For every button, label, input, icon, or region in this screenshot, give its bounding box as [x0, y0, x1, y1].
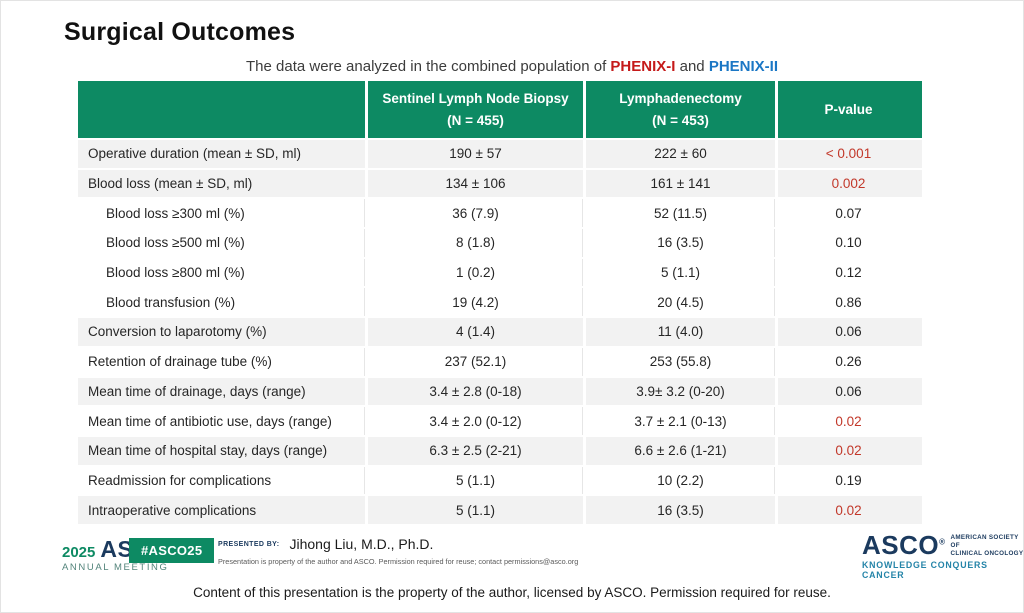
presenter-disclaimer: Presentation is property of the author a… [218, 557, 579, 566]
table-row: Mean time of antibiotic use, days (range… [78, 405, 922, 435]
table-row: Blood loss ≥800 ml (%) 1 (0.2) 5 (1.1) 0.12 [78, 256, 922, 287]
row-label: Blood loss ≥500 ml (%) [106, 235, 245, 251]
row-label: Readmission for complications [88, 472, 272, 488]
slnb-value: 3.4 ± 2.0 (0-12) [365, 407, 583, 435]
lymph-value: 253 (55.8) [583, 347, 775, 376]
p-value: < 0.001 [775, 140, 919, 168]
p-value: 0.10 [775, 229, 919, 257]
p-value: 0.06 [775, 377, 919, 406]
row-label: Blood transfusion (%) [106, 294, 236, 310]
footer: 2025 ASCO’ ANNUAL MEETING #ASCO25 PRESEN… [0, 530, 1024, 613]
table-header-row: Sentinel Lymph Node Biopsy (N = 455) Lym… [78, 81, 922, 138]
bottom-disclaimer: Content of this presentation is the prop… [193, 585, 831, 600]
header-slnb-title: Sentinel Lymph Node Biopsy [382, 91, 569, 107]
p-value: 0.26 [775, 347, 919, 376]
lymph-value: 161 ± 141 [583, 169, 775, 198]
row-label: Blood loss ≥300 ml (%) [106, 205, 245, 221]
slnb-value: 19 (4.2) [365, 288, 583, 317]
p-value: 0.02 [775, 496, 919, 524]
outcomes-table: Sentinel Lymph Node Biopsy (N = 455) Lym… [78, 81, 922, 524]
table-body: Operative duration (mean ± SD, ml) 190 ± … [78, 138, 922, 524]
hashtag-badge: #ASCO25 [129, 538, 215, 563]
subtitle: The data were analyzed in the combined p… [0, 58, 1024, 75]
row-label: Conversion to laparotomy (%) [88, 324, 267, 340]
row-label: Retention of drainage tube (%) [88, 354, 272, 370]
lymph-value: 52 (11.5) [583, 199, 775, 228]
subtitle-prefix: The data were analyzed in the combined p… [246, 58, 611, 75]
p-value: 0.19 [775, 466, 919, 495]
lymph-value: 11 (4.0) [583, 318, 775, 346]
annual-meeting-logo-line2: ANNUAL MEETING [62, 562, 169, 573]
p-value: 0.06 [775, 318, 919, 346]
slnb-value: 190 ± 57 [365, 140, 583, 168]
p-value: 0.002 [775, 169, 919, 198]
slnb-value: 8 (1.8) [365, 229, 583, 257]
table-row: Blood loss ≥300 ml (%) 36 (7.9) 52 (11.5) 0… [78, 197, 922, 228]
row-label: Mean time of antibiotic use, days (range… [88, 413, 332, 429]
asco-society-text: AMERICAN SOCIETY OF CLINICAL ONCOLOGY [950, 534, 1024, 557]
slnb-value: 3.4 ± 2.8 (0-18) [365, 377, 583, 406]
table-row: Operative duration (mean ± SD, ml) 190 ± … [78, 138, 922, 168]
presenter-block: PRESENTED BY: Jihong Liu, M.D., Ph.D. Pr… [218, 536, 578, 566]
p-value: 0.12 [775, 258, 919, 287]
presenter-name: Jihong Liu, M.D., Ph.D. [289, 536, 434, 552]
lymph-value: 10 (2.2) [583, 466, 775, 495]
row-label: Intraoperative complications [88, 502, 257, 518]
header-pvalue-cell: P-value [775, 81, 919, 138]
row-label: Operative duration (mean ± SD, ml) [88, 146, 301, 162]
table-row: Mean time of drainage, days (range) 3.4 ±… [78, 375, 922, 406]
table-row: Blood transfusion (%) 19 (4.2) 20 (4.5) 0.8… [78, 286, 922, 317]
header-slnb-n: (N = 455) [447, 112, 504, 128]
p-value: 0.07 [775, 199, 919, 228]
lymph-value: 3.7 ± 2.1 (0-13) [583, 407, 775, 435]
lymph-value: 16 (3.5) [583, 496, 775, 524]
table-row: Blood loss (mean ± SD, ml) 134 ± 106 161 ±… [78, 167, 922, 198]
row-label: Mean time of drainage, days (range) [88, 383, 306, 399]
p-value: 0.86 [775, 288, 919, 317]
study-phenix-2: PHENIX-II [708, 58, 778, 75]
slnb-value: 5 (1.1) [365, 466, 583, 495]
table-row: Blood loss ≥500 ml (%) 8 (1.8) 16 (3.5) 0.1… [78, 227, 922, 257]
subtitle-conjunction: and [675, 58, 709, 75]
row-label: Blood loss (mean ± SD, ml) [88, 176, 253, 192]
lymph-value: 16 (3.5) [583, 229, 775, 257]
lymph-value: 222 ± 60 [583, 140, 775, 168]
lymph-value: 5 (1.1) [583, 258, 775, 287]
header-lymph-n: (N = 453) [652, 112, 709, 128]
table-row: Conversion to laparotomy (%) 4 (1.4) 11 (4… [78, 316, 922, 346]
table-row: Mean time of hospital stay, days (range)… [78, 434, 922, 465]
asco-tagline: KNOWLEDGE CONQUERS CANCER [862, 559, 988, 580]
p-value: 0.02 [775, 436, 919, 465]
slnb-value: 1 (0.2) [365, 258, 583, 287]
row-label: Mean time of hospital stay, days (range) [88, 443, 328, 459]
slnb-value: 6.3 ± 2.5 (2-21) [365, 436, 583, 465]
study-phenix-1: PHENIX-I [610, 58, 676, 75]
presented-by-label: PRESENTED BY: [218, 540, 280, 548]
header-lymph-title: Lymphadenectomy [619, 91, 742, 107]
lymph-value: 6.6 ± 2.6 (1-21) [583, 436, 775, 465]
p-value: 0.02 [775, 407, 919, 435]
page-title: Surgical Outcomes [64, 18, 296, 46]
slnb-value: 36 (7.9) [365, 199, 583, 228]
row-label: Blood loss ≥800 ml (%) [106, 265, 245, 281]
slnb-value: 237 (52.1) [365, 347, 583, 376]
lymph-value: 20 (4.5) [583, 288, 775, 317]
logo-year: 2025 [62, 544, 96, 561]
asco-logo: ASCO® AMERICAN SOCIETY OF CLINICAL ONCOL… [862, 530, 1024, 580]
header-lymph-cell: Lymphadenectomy (N = 453) [583, 81, 775, 138]
lymph-value: 3.9± 3.2 (0-20) [583, 377, 775, 406]
slnb-value: 134 ± 106 [365, 169, 583, 198]
slnb-value: 4 (1.4) [365, 318, 583, 346]
table-row: Intraoperative complications 5 (1.1) 16 (3… [78, 494, 922, 524]
slnb-value: 5 (1.1) [365, 496, 583, 524]
header-slnb-cell: Sentinel Lymph Node Biopsy (N = 455) [365, 81, 583, 138]
header-empty-cell [78, 81, 365, 138]
table-row: Retention of drainage tube (%) 237 (52.1)… [78, 345, 922, 376]
asco-logo-word: ASCO® [862, 530, 946, 561]
table-row: Readmission for complications 5 (1.1) 10 (… [78, 464, 922, 495]
